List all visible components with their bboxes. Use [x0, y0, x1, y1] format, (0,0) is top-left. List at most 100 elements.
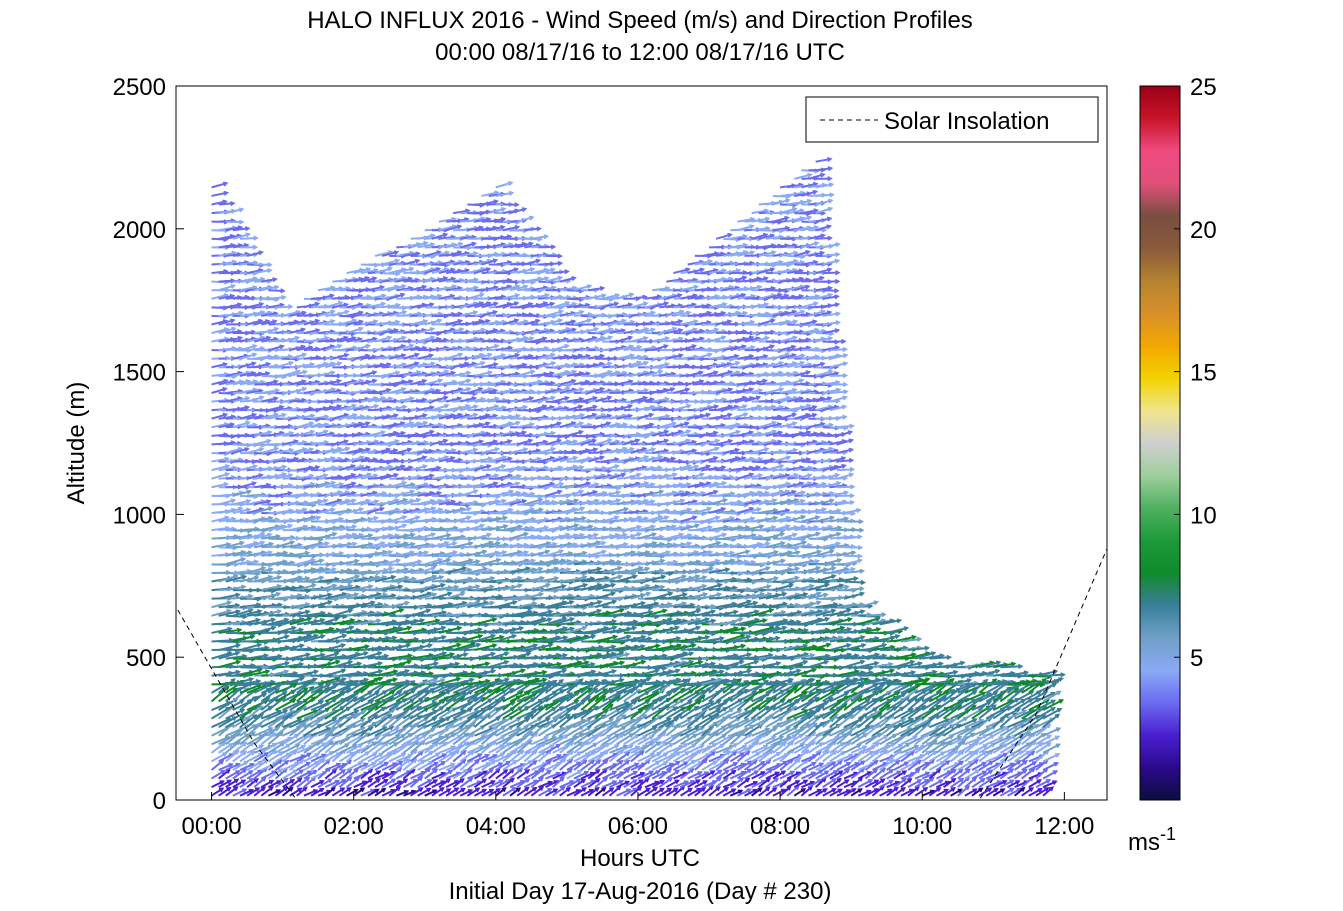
wind-vector	[310, 541, 331, 549]
wind-vector	[225, 770, 241, 780]
wind-vector	[261, 379, 279, 386]
wind-vector	[303, 301, 321, 309]
wind-vector	[296, 677, 318, 686]
wind-vector	[211, 362, 229, 369]
wind-vector	[239, 750, 256, 763]
wind-vector	[253, 499, 272, 506]
wind-vector	[239, 609, 263, 617]
wind-vector	[303, 617, 326, 626]
wind-vector	[232, 226, 251, 232]
wind-vector	[246, 744, 265, 754]
wind-vector	[211, 464, 231, 472]
wind-vector	[246, 301, 265, 309]
wind-vector	[275, 523, 294, 532]
wind-vector	[253, 361, 272, 369]
wind-vector	[225, 219, 245, 225]
wind-vector	[225, 310, 245, 317]
wind-vector	[268, 344, 285, 352]
wind-vector	[246, 250, 264, 257]
wind-vector	[239, 235, 259, 241]
wind-vector	[239, 352, 258, 360]
wind-vector	[246, 447, 265, 454]
wind-vector	[261, 388, 281, 395]
wind-vector	[310, 780, 325, 789]
wind-vector	[239, 642, 263, 652]
wind-vector	[239, 464, 258, 472]
wind-vector	[289, 652, 312, 660]
wind-vector	[253, 438, 272, 446]
wind-vector	[225, 557, 247, 566]
wind-vector	[218, 742, 234, 754]
wind-vector	[210, 787, 225, 797]
wind-vector	[232, 489, 253, 497]
wind-vector	[261, 584, 283, 592]
wind-vector	[268, 288, 286, 294]
wind-vector	[303, 769, 318, 780]
wind-vector	[275, 304, 294, 310]
wind-vector	[296, 429, 316, 437]
wind-vector	[289, 744, 307, 754]
wind-vector	[211, 780, 225, 789]
wind-vector	[303, 558, 325, 566]
wind-vector	[289, 386, 308, 394]
wind-vector	[254, 268, 273, 275]
wind-vector	[218, 779, 233, 789]
wind-vector	[289, 777, 303, 788]
wind-vector	[303, 318, 321, 326]
wind-vector	[303, 575, 325, 583]
wind-vector	[218, 609, 242, 617]
wind-vector	[296, 413, 316, 420]
wind-vector	[303, 328, 321, 335]
wind-vector	[303, 634, 326, 643]
wind-vector	[282, 627, 305, 634]
wind-vector	[239, 344, 258, 352]
wind-vector	[268, 294, 287, 300]
wind-vector	[217, 678, 236, 694]
wind-vector	[261, 446, 280, 454]
wind-vector	[225, 207, 245, 215]
wind-vector	[239, 244, 259, 250]
wind-vector	[253, 726, 274, 737]
wind-vector	[275, 473, 294, 480]
wind-vector	[289, 369, 309, 377]
wind-vector	[232, 788, 248, 797]
wind-vector	[211, 481, 230, 489]
wind-vector	[310, 498, 329, 506]
wind-vector	[239, 559, 260, 566]
wind-vector	[232, 498, 252, 506]
wind-vector	[225, 584, 247, 592]
wind-vector	[253, 335, 272, 343]
wind-vector	[267, 789, 282, 797]
wind-vector	[218, 669, 241, 677]
wind-vector	[239, 412, 258, 420]
wind-vector	[289, 616, 313, 626]
wind-vector	[268, 660, 291, 669]
wind-vector	[253, 532, 273, 540]
wind-vector	[282, 769, 299, 780]
wind-vector	[225, 335, 244, 343]
wind-vector	[260, 732, 277, 746]
wind-vector	[246, 532, 266, 540]
wind-vector	[218, 200, 236, 207]
wind-vector	[246, 473, 264, 480]
wind-vector	[253, 371, 271, 377]
wind-vector	[281, 786, 294, 797]
wind-vector	[303, 760, 320, 771]
wind-vector	[296, 473, 315, 480]
wind-vector	[253, 752, 270, 763]
wind-vector	[268, 634, 290, 643]
wind-vector	[239, 724, 257, 737]
wind-vectors	[210, 156, 1066, 797]
wind-vector	[268, 472, 288, 480]
chart-subtitle: 00:00 08/17/16 to 12:00 08/17/16 UTC	[435, 39, 845, 66]
wind-vector	[275, 360, 295, 369]
wind-vector	[225, 786, 239, 797]
wind-vector	[246, 653, 270, 660]
wind-vector	[239, 361, 257, 369]
wind-vector	[218, 498, 237, 506]
wind-vector	[253, 506, 274, 514]
wind-vector	[289, 687, 309, 703]
wind-vector	[296, 583, 317, 592]
wind-vector	[211, 181, 229, 189]
wind-vector	[303, 652, 326, 660]
